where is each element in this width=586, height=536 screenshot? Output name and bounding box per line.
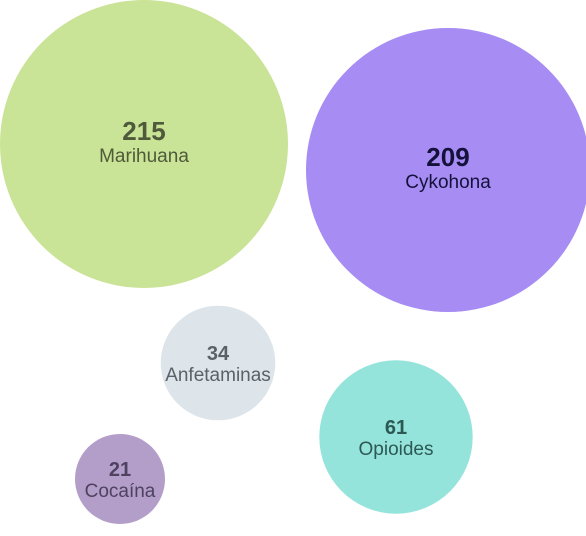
bubble-label-cykohona: Cykohona [405,172,491,193]
bubble-circle-opioides [319,360,473,514]
bubble-circle-marihuana [0,0,288,288]
bubble-label-opioides: Opioides [359,439,434,460]
bubble-label-marihuana: Marihuana [99,146,189,167]
bubble-circle-anfetaminas [160,305,276,421]
bubble-value-marihuana: 215 [122,116,165,146]
bubble-value-cocaina: 21 [109,459,131,481]
bubble-value-cykohona: 209 [426,142,469,172]
bubble-label-cocaina: Cocaína [85,481,156,502]
bubble-label-anfetaminas: Anfetaminas [165,365,271,386]
bubble-value-opioides: 61 [385,417,407,439]
bubble-circle-cykohona [306,28,586,312]
bubble-circle-cocaina [75,434,165,524]
bubble-value-anfetaminas: 34 [207,343,230,365]
